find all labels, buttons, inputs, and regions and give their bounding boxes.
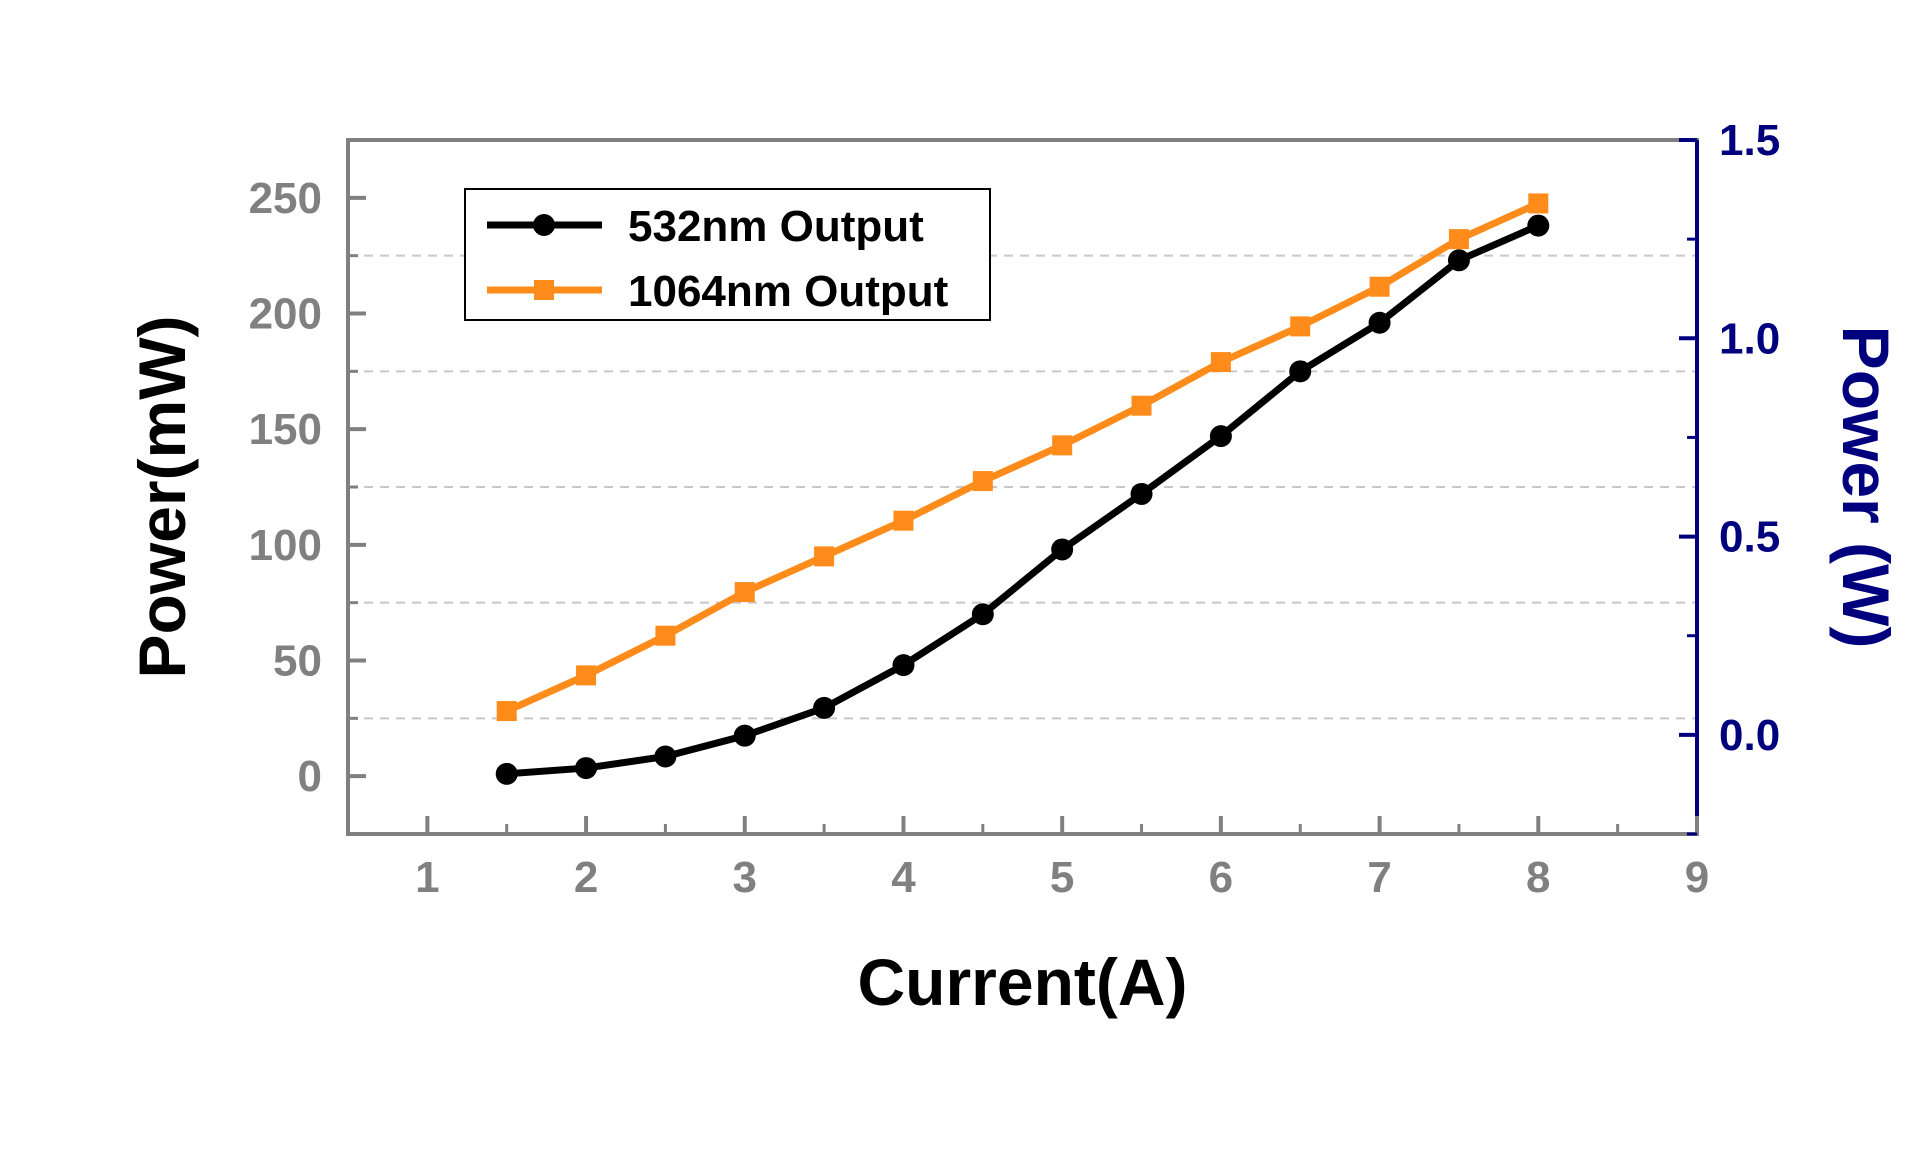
data-point-1064nm [972,471,993,492]
data-point-1064nm [1052,435,1073,456]
y-tick-label: 100 [249,521,322,570]
data-point-532nm [733,724,756,747]
grid-lines [348,254,1697,720]
series-line-532nm [506,222,1540,778]
series-line-1064nm [505,200,1540,715]
x-tick-label: 9 [1685,853,1709,902]
x-axis-title: Current(A) [858,945,1188,1019]
y-tick-label: 200 [249,290,322,339]
data-point-1064nm [1131,395,1152,416]
x-tick-label: 1 [415,853,439,902]
legend-label-532nm: 532nm Output [628,202,924,251]
data-point-532nm [575,757,598,780]
x-tick-label: 7 [1367,853,1391,902]
x-tick-label: 6 [1209,853,1233,902]
legend: 532nm Output 1064nm Output [464,188,991,321]
legend-marker [534,280,554,300]
data-point-1064nm [496,701,517,722]
data-point-1064nm [655,625,676,646]
data-point-532nm [813,696,836,719]
data-point-532nm [1447,249,1470,272]
y2-tick-label: 1.0 [1719,314,1780,363]
data-point-532nm [1368,311,1391,334]
data-point-532nm [1527,214,1550,237]
data-point-532nm [971,603,994,626]
data-point-1064nm [1448,229,1469,250]
data-point-1064nm [1290,316,1311,337]
series-layer [495,193,1550,785]
data-point-1064nm [1528,193,1549,214]
data-point-532nm [892,654,915,677]
x-tick-label: 4 [891,853,916,902]
x-tick-label: 2 [574,853,598,902]
y2-tick-label: 0.5 [1719,513,1780,562]
data-point-532nm [654,745,677,768]
y-axis-title: Power(mW) [125,316,199,679]
x-tick-label: 8 [1526,853,1550,902]
x-tick-label: 5 [1050,853,1074,902]
data-point-532nm [1289,360,1312,383]
legend-sample-532nm [487,214,602,236]
data-point-1064nm [814,546,835,567]
data-point-532nm [495,762,518,785]
data-point-532nm [1051,538,1074,561]
axes-layer: 0 50 100 150 200 250 1 2 3 4 5 6 7 8 9 0.0 0.5 1.0 1.5 [249,116,1781,902]
data-point-1064nm [734,582,755,603]
y-tick-label: 50 [273,637,322,686]
y-tick-label: 250 [249,174,322,223]
data-point-1064nm [1369,276,1390,297]
y2-axis-title: Power (W) [1829,326,1903,649]
data-point-1064nm [576,665,597,686]
legend-label-1064nm: 1064nm Output [628,267,949,316]
legend-sample-1064nm [487,280,602,300]
y-tick-label: 0 [298,752,322,801]
data-point-532nm [1209,425,1232,448]
x-tick-label: 3 [733,853,757,902]
data-point-1064nm [1210,352,1231,373]
y2-tick-label: 1.5 [1719,116,1780,165]
y2-tick-label: 0.0 [1719,711,1780,760]
y-tick-label: 150 [249,405,322,454]
data-point-1064nm [893,510,914,531]
legend-marker [533,214,555,236]
data-point-532nm [1130,482,1153,505]
